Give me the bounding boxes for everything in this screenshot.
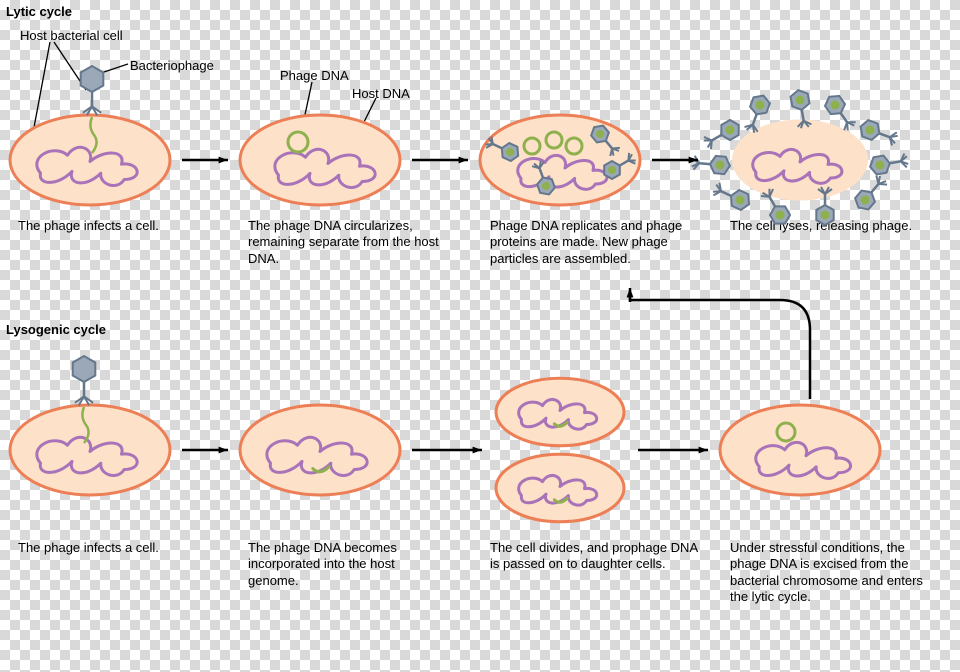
cycles-diagram	[0, 0, 960, 672]
